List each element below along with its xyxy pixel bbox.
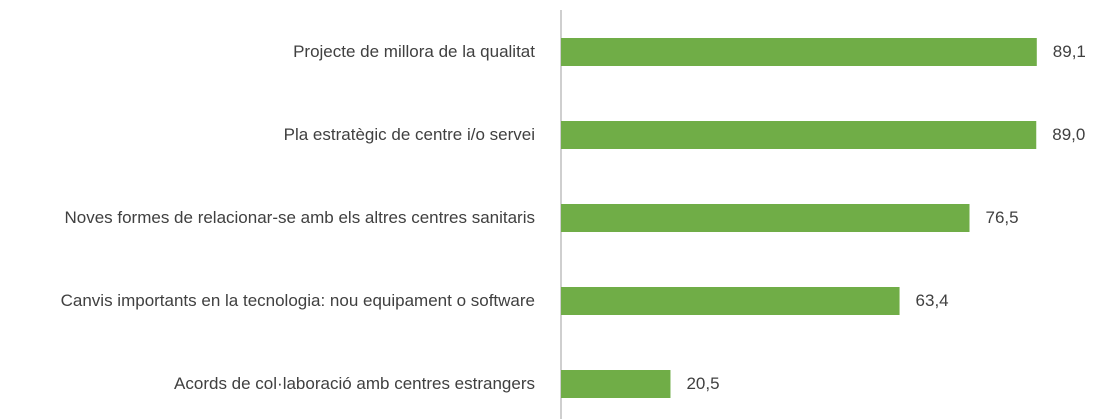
- category-label: Projecte de millora de la qualitat: [293, 42, 535, 61]
- value-label: 89,0: [1052, 125, 1086, 144]
- value-label: 89,1: [1052, 42, 1086, 61]
- bar: [561, 287, 900, 315]
- category-label: Noves formes de relacionar-se amb els al…: [64, 208, 535, 227]
- bar: [561, 121, 1037, 149]
- value-label: 63,4: [915, 291, 949, 310]
- bar: [561, 370, 671, 398]
- bar: [561, 204, 970, 232]
- category-label: Canvis importants en la tecnologia: nou …: [60, 291, 535, 310]
- bar: [561, 38, 1037, 66]
- value-label: 20,5: [686, 374, 720, 393]
- category-label: Pla estratègic de centre i/o servei: [283, 125, 535, 144]
- value-label: 76,5: [985, 208, 1019, 227]
- category-label: Acords de col·laboració amb centres estr…: [174, 374, 535, 393]
